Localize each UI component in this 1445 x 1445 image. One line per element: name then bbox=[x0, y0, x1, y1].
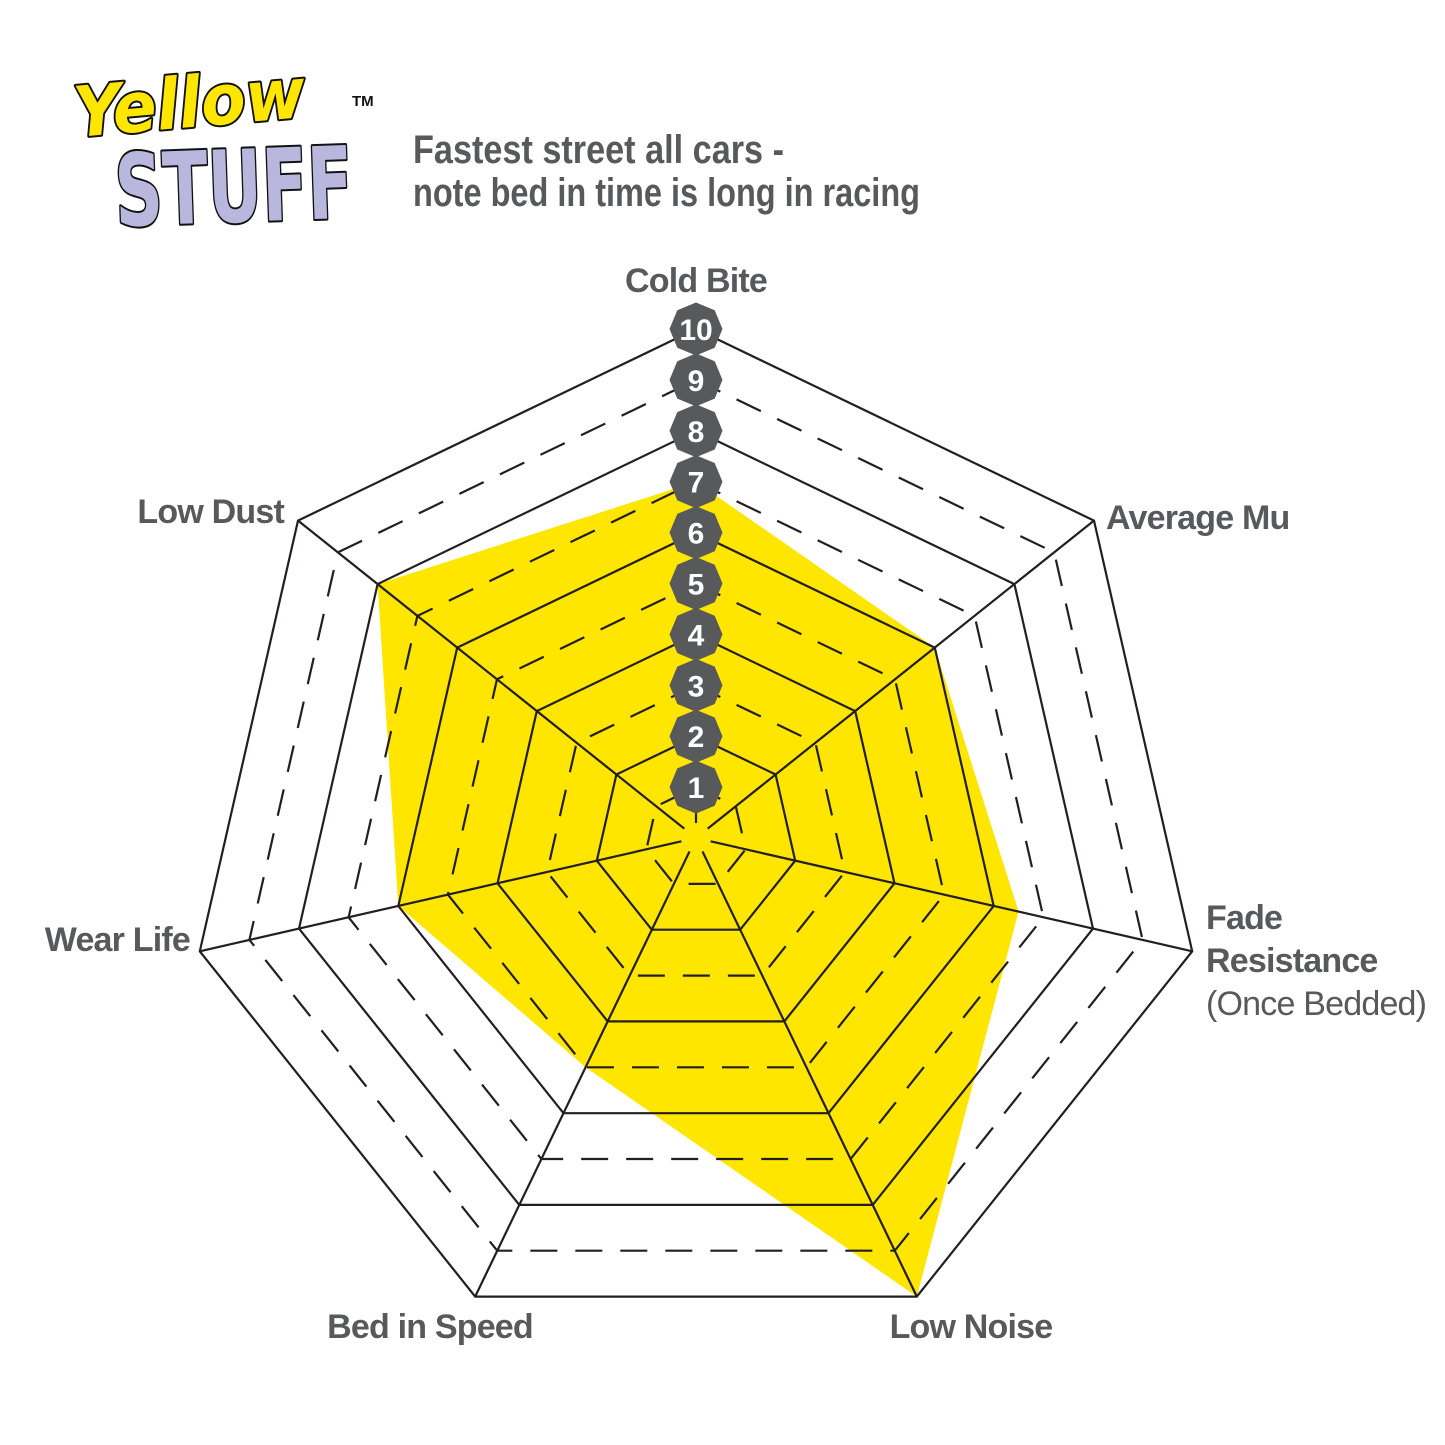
grid-ring-3 bbox=[545, 684, 847, 977]
grid-ring-2 bbox=[595, 734, 797, 931]
axis-label-bed-in-speed: Bed in Speed bbox=[327, 1308, 533, 1346]
axis-label-fade-resistance-line1: Fade bbox=[1206, 899, 1282, 937]
grid-ring-7 bbox=[347, 480, 1045, 1161]
scale-badge-label-7: 7 bbox=[688, 467, 705, 500]
grid-ring-6 bbox=[397, 531, 995, 1115]
scale-badge-2 bbox=[669, 709, 723, 763]
scale-badge-4 bbox=[669, 607, 723, 661]
logo-word-stuff: STUFF bbox=[113, 125, 355, 250]
radar-chart: 1 2 3 4 5 6 7 8 9 10 bbox=[198, 302, 1194, 1298]
axis-label-low-dust: Low Dust bbox=[137, 493, 284, 531]
axis-label-low-noise: Low Noise bbox=[890, 1308, 1053, 1346]
scale-badge-label-9: 9 bbox=[688, 365, 705, 398]
grid-ring-1 bbox=[645, 785, 747, 886]
chart-title: Fastest street all cars - note bed in ti… bbox=[413, 128, 920, 215]
scale-badge-3 bbox=[669, 658, 723, 712]
axis-spoke-6 bbox=[199, 840, 682, 953]
scale-badge-label-5: 5 bbox=[688, 569, 705, 602]
grid-ring-10 bbox=[198, 327, 1194, 1298]
scale-badge-label-2: 2 bbox=[688, 721, 705, 754]
axis-label-fade-resistance-line3: (Once Bedded) bbox=[1206, 985, 1426, 1023]
axis-spoke-5 bbox=[474, 851, 691, 1298]
axis-spoke-3 bbox=[710, 840, 1193, 953]
scale-badge-9 bbox=[669, 353, 723, 407]
scale-badge-label-3: 3 bbox=[688, 670, 705, 703]
axis-spoke-2 bbox=[707, 519, 1095, 830]
scale-badge-label-1: 1 bbox=[688, 772, 705, 805]
scale-badge-7 bbox=[669, 455, 723, 509]
logo-trademark-symbol: TM bbox=[352, 93, 374, 110]
scale-badge-label-4: 4 bbox=[688, 619, 705, 652]
axis-label-fade-resistance-line2: Resistance bbox=[1206, 942, 1378, 980]
scale-badge-6 bbox=[669, 506, 723, 560]
title-line-2: note bed in time is long in racing bbox=[413, 171, 920, 215]
scale-badges: 1 2 3 4 5 6 7 8 9 10 bbox=[669, 302, 723, 814]
axis-label-cold-bite: Cold Bite bbox=[625, 262, 767, 300]
radar-fill bbox=[377, 481, 1019, 1297]
scale-badge-1 bbox=[669, 760, 723, 814]
grid-ring-8 bbox=[297, 429, 1095, 1207]
scale-badge-5 bbox=[669, 557, 723, 610]
scale-badge-label-8: 8 bbox=[688, 416, 705, 449]
grid-ring-5 bbox=[446, 582, 946, 1069]
axis-label-wear-life: Wear Life bbox=[45, 921, 190, 959]
scale-badge-8 bbox=[669, 404, 723, 458]
grid-ring-9 bbox=[248, 378, 1144, 1252]
grid-ring-4 bbox=[496, 633, 896, 1023]
scale-badge-label-10: 10 bbox=[679, 314, 712, 347]
radar-rings bbox=[198, 327, 1194, 1298]
scale-badge-10 bbox=[669, 302, 723, 356]
axis-spoke-4 bbox=[701, 851, 918, 1298]
scale-badge-label-6: 6 bbox=[688, 518, 705, 551]
axis-label-average-mu: Average Mu bbox=[1106, 499, 1289, 537]
yellowstuff-logo: Yellow STUFF TM bbox=[68, 50, 374, 252]
title-line-1: Fastest street all cars - bbox=[413, 128, 784, 172]
axis-spoke-7 bbox=[297, 519, 685, 830]
